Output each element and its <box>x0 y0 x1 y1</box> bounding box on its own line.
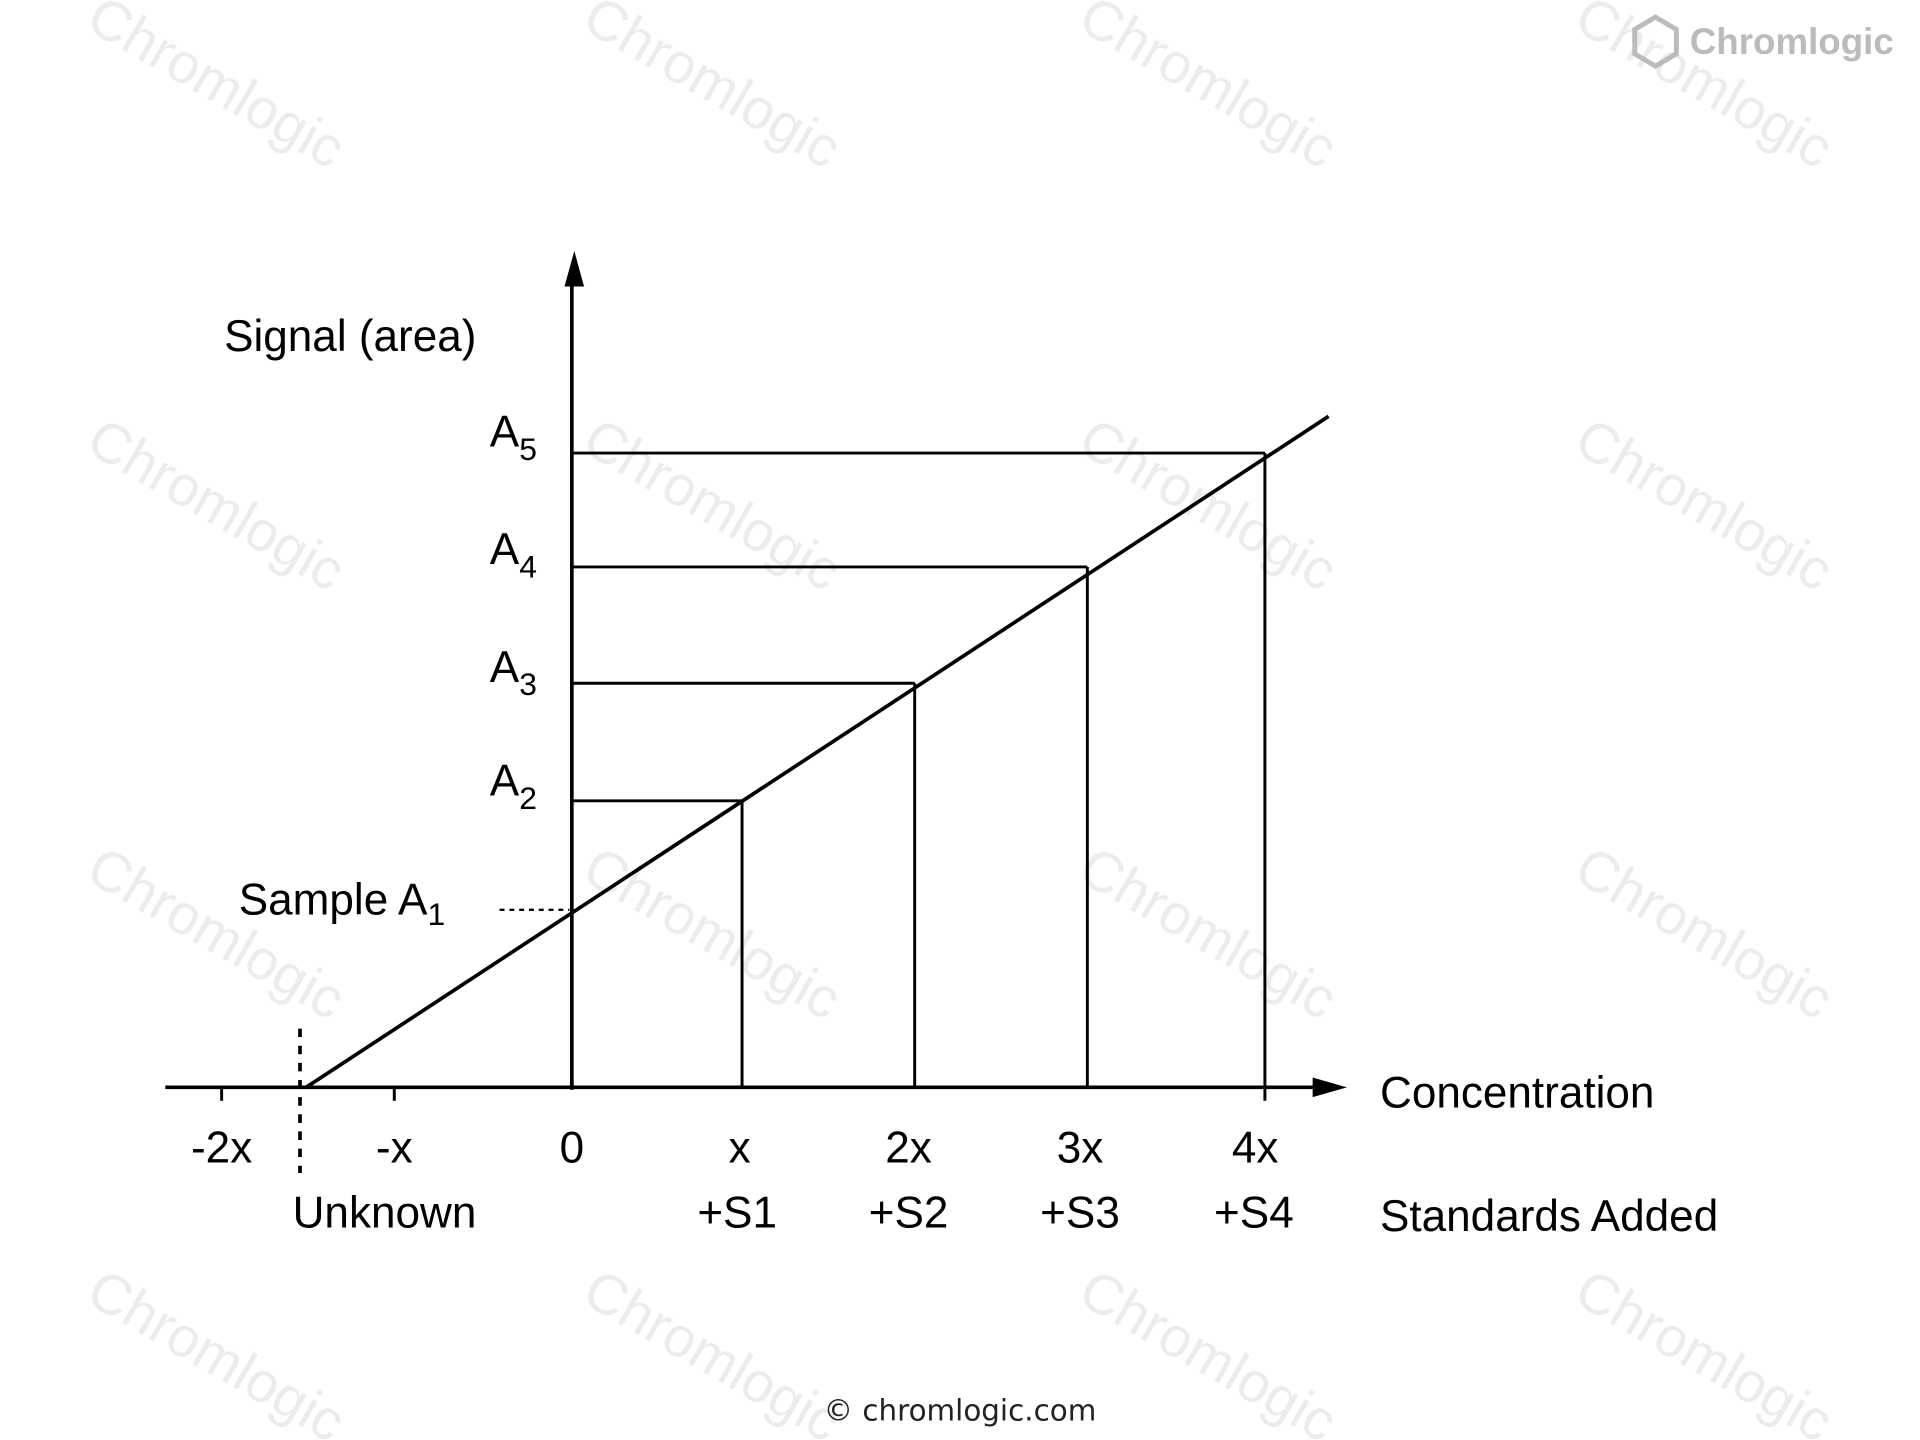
label-sub: 3 <box>519 666 537 702</box>
x-axis-label: Concentration <box>1380 1069 1654 1118</box>
unknown-label: Unknown <box>293 1189 477 1238</box>
watermark: Chromlogic <box>78 834 356 1031</box>
label-sub: 5 <box>519 431 537 467</box>
signal-label: A3 <box>490 642 537 702</box>
watermark: Chromlogic <box>573 406 851 603</box>
logo: Chromlogic <box>1632 14 1894 69</box>
watermark: Chromlogic <box>1069 834 1347 1031</box>
footer: © chromlogic.com <box>824 1393 1097 1427</box>
row-label: Standards Added <box>1380 1192 1718 1241</box>
label-main: A <box>490 525 520 574</box>
sample-label: Sample A1 <box>239 875 445 932</box>
ticks <box>220 1087 1267 1101</box>
x-tick-label: -2x <box>191 1124 252 1173</box>
watermark: Chromlogic <box>78 0 356 180</box>
standard-label: +S1 <box>697 1189 777 1238</box>
x-tick-label: 2x <box>885 1124 932 1173</box>
x-tick-label: 3x <box>1057 1124 1104 1173</box>
watermark: Chromlogic <box>1069 0 1347 180</box>
x-tick-label: 4x <box>1232 1124 1279 1173</box>
watermark: Chromlogic <box>573 834 851 1031</box>
signal-label: A2 <box>490 756 537 816</box>
label-sub: 1 <box>427 897 445 933</box>
x-tick-label: x <box>729 1124 751 1173</box>
label-sub: 4 <box>519 549 537 585</box>
label-sub: 2 <box>519 780 537 816</box>
label-main: A <box>490 642 520 691</box>
watermark: Chromlogic <box>1069 1257 1347 1440</box>
logo-icon <box>1632 14 1679 69</box>
calibration-line <box>305 414 1330 1089</box>
x-tick-label: 0 <box>560 1124 585 1173</box>
y-arrow <box>564 251 585 287</box>
x-tick-label: -x <box>376 1124 413 1173</box>
watermark: Chromlogic <box>1565 1257 1843 1440</box>
watermark: Chromlogic <box>1069 406 1347 603</box>
standard-label: +S3 <box>1040 1189 1120 1238</box>
label-main: A <box>490 756 520 805</box>
standard-label: +S2 <box>869 1189 949 1238</box>
watermark: Chromlogic <box>573 1257 851 1440</box>
watermark: Chromlogic <box>78 406 356 603</box>
watermark: Chromlogic <box>1565 834 1843 1031</box>
label-main: Sample A <box>239 875 428 924</box>
y-axis-label: Signal (area) <box>224 312 476 361</box>
x-arrow <box>1312 1077 1347 1098</box>
standards-labels: +S1 +S2 +S3 +S4 <box>697 1189 1293 1238</box>
signal-label: A4 <box>490 525 537 585</box>
standard-label: +S4 <box>1214 1189 1294 1238</box>
watermark: Chromlogic <box>1565 406 1843 603</box>
signal-label: A5 <box>490 407 537 467</box>
x-tick-labels: -2x -x 0 x 2x 3x 4x <box>191 1124 1278 1173</box>
watermark: Chromlogic <box>573 0 851 180</box>
label-main: A <box>490 407 520 456</box>
watermark: Chromlogic <box>78 1257 356 1440</box>
logo-text: Chromlogic <box>1690 21 1894 62</box>
